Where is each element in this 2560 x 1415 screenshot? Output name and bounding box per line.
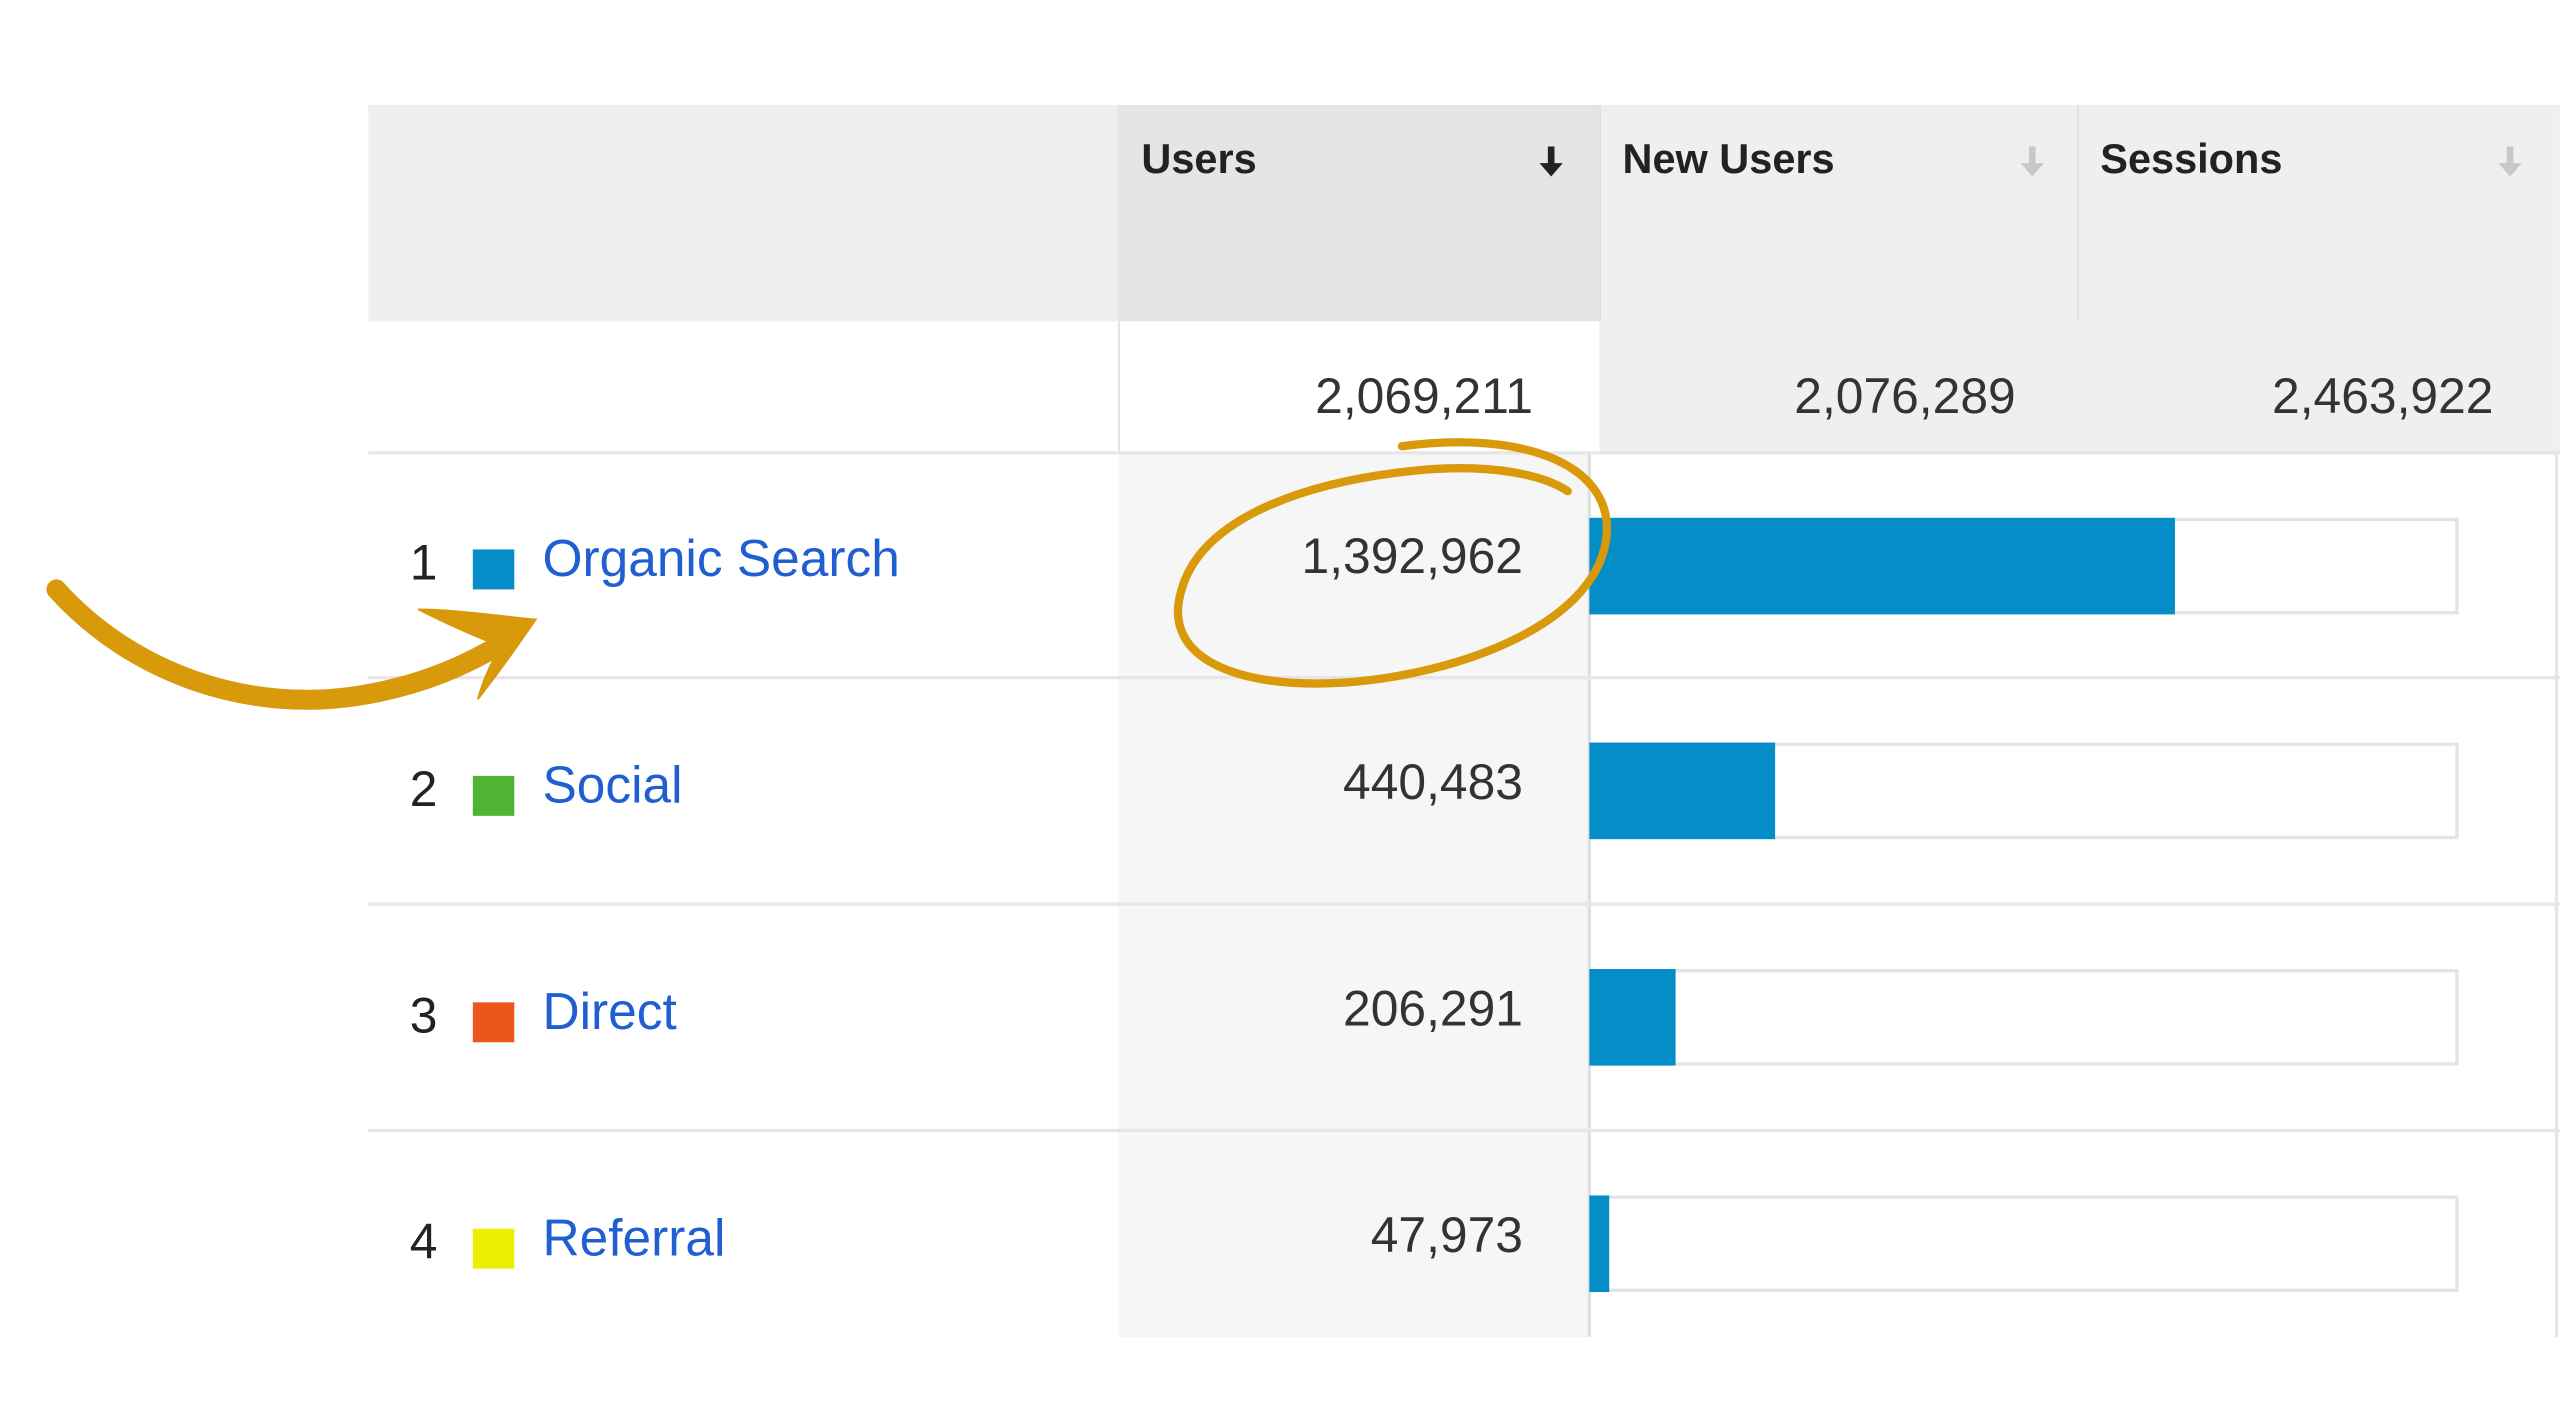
column-header-sessions[interactable]: Sessions (2100, 136, 2283, 184)
users-value: 1,392,962 (1301, 529, 1523, 585)
totals-users-cell (1118, 321, 1600, 455)
channel-link-organic-search[interactable]: Organic Search (542, 529, 900, 588)
channel-color-swatch (472, 1002, 515, 1043)
users-value: 440,483 (1343, 755, 1523, 811)
total-sessions: 2,463,922 (2272, 369, 2494, 425)
channel-color-swatch (472, 775, 515, 816)
column-header-new-users[interactable]: New Users (1622, 136, 1835, 184)
row-divider (368, 902, 2560, 906)
header-divider (2077, 104, 2079, 455)
channel-color-swatch (472, 1228, 515, 1269)
share-bar (1589, 1195, 1610, 1293)
total-users: 2,069,211 (1315, 369, 1533, 425)
sort-descending-icon[interactable] (2017, 143, 2047, 180)
row-divider (368, 1128, 2560, 1133)
hand-drawn-arrow-icon (46, 579, 538, 710)
row-index: 4 (409, 1215, 438, 1271)
sort-descending-icon[interactable] (1536, 143, 1566, 180)
share-bar-track (1589, 1195, 2459, 1293)
users-column-bg (1118, 454, 1588, 1337)
share-bar (1589, 517, 2175, 615)
column-header-users[interactable]: Users (1141, 136, 1257, 184)
row-index: 3 (409, 989, 438, 1044)
total-new-users: 2,076,289 (1794, 369, 2016, 425)
sort-descending-icon[interactable] (2495, 143, 2525, 180)
users-header-active-bg (1118, 104, 1600, 322)
channel-link-direct[interactable]: Direct (542, 982, 677, 1041)
column-divider (1587, 454, 1591, 1337)
row-index: 1 (409, 536, 438, 592)
totals-row-bg (1599, 321, 2560, 455)
table-right-edge (2554, 454, 2559, 1337)
channel-link-referral[interactable]: Referral (542, 1208, 726, 1268)
share-bar-track (1589, 969, 2459, 1066)
row-divider (368, 675, 2560, 680)
share-bar (1589, 742, 1776, 840)
channel-color-swatch (472, 549, 515, 590)
users-value: 47,973 (1370, 1208, 1523, 1264)
header-divider (1599, 104, 1601, 455)
row-index: 2 (409, 762, 438, 818)
users-value: 206,291 (1343, 982, 1523, 1038)
channel-link-social[interactable]: Social (542, 755, 683, 815)
share-bar (1589, 969, 1676, 1066)
row-divider (368, 451, 2560, 455)
